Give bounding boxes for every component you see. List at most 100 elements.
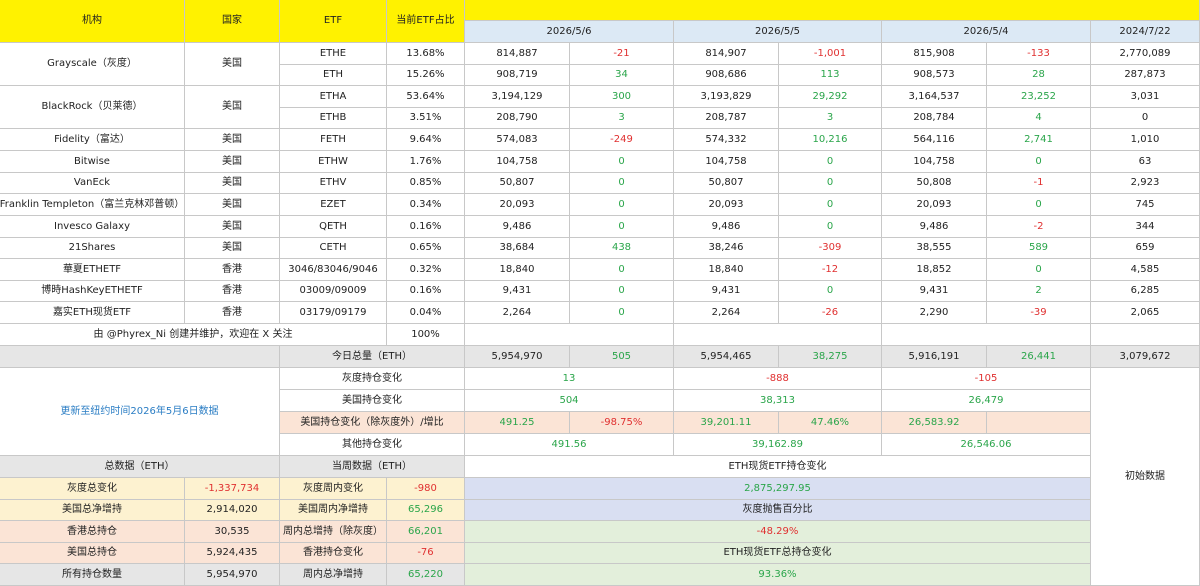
summary-right: ETH现货ETF总持仓变化 [465, 543, 1091, 564]
change-value: 13 [465, 368, 674, 390]
initial-holding: 745 [1091, 194, 1200, 216]
change-label: 美国持仓变化（除灰度外）/增比 [280, 412, 465, 434]
holding-value: 564,116 [882, 129, 987, 151]
country: 美国 [185, 238, 280, 259]
total-change: 38,275 [779, 346, 882, 368]
empty-cell [465, 324, 674, 346]
country: 美国 [185, 86, 280, 129]
etf-ticker: 3046/83046/9046 [280, 259, 387, 281]
holding-change: 438 [570, 238, 674, 259]
week-value: 66,201 [387, 521, 465, 543]
holding-value: 815,908 [882, 43, 987, 65]
etf-share: 3.51% [387, 108, 465, 129]
summary-value: -1,337,734 [185, 478, 280, 500]
holding-change: 300 [570, 86, 674, 108]
holding-value: 104,758 [674, 151, 779, 173]
holding-change: 10,216 [779, 129, 882, 151]
holding-change: 0 [570, 216, 674, 238]
holding-value: 9,486 [882, 216, 987, 238]
country: 美国 [185, 151, 280, 173]
institution-name: 博時HashKeyETHETF [0, 281, 185, 302]
initial-holding: 659 [1091, 238, 1200, 259]
change-value: 504 [465, 390, 674, 412]
holding-value: 20,093 [674, 194, 779, 216]
initial-holding: 2,065 [1091, 302, 1200, 324]
total-initial: 3,079,672 [1091, 346, 1200, 368]
change-value: 26,546.06 [882, 434, 1091, 456]
holding-change: 0 [987, 259, 1091, 281]
holding-change: 2 [987, 281, 1091, 302]
country: 美国 [185, 173, 280, 194]
holding-value: 50,808 [882, 173, 987, 194]
change-value: -105 [882, 368, 1091, 390]
holding-value: 3,193,829 [674, 86, 779, 108]
holding-value: 104,758 [882, 151, 987, 173]
holding-value: 908,719 [465, 65, 570, 86]
empty-cell [1091, 324, 1200, 346]
etf-ticker: CETH [280, 238, 387, 259]
summary-right: 93.36% [465, 564, 1091, 586]
initial-holding: 6,285 [1091, 281, 1200, 302]
etf-share: 15.26% [387, 65, 465, 86]
change-value: 38,313 [674, 390, 882, 412]
holding-change: 29,292 [779, 86, 882, 108]
holding-change: 0 [779, 151, 882, 173]
change-label: 其他持仓变化 [280, 434, 465, 456]
header-yellow-band [465, 0, 1200, 21]
summary-value: 5,954,970 [185, 564, 280, 586]
holding-value: 104,758 [465, 151, 570, 173]
total-value: 5,916,191 [882, 346, 987, 368]
holding-value: 3,194,129 [465, 86, 570, 108]
total-change: 26,441 [987, 346, 1091, 368]
holding-value: 38,246 [674, 238, 779, 259]
etf-share: 0.16% [387, 216, 465, 238]
week-value: 65,220 [387, 564, 465, 586]
institution-name: Fidelity（富达） [0, 129, 185, 151]
credit-pct: 100% [387, 324, 465, 346]
summary-right: -48.29% [465, 521, 1091, 543]
summary-header: 总数据（ETH） [0, 456, 280, 478]
holding-change: 0 [779, 173, 882, 194]
change-ratio: -98.75% [570, 412, 674, 434]
etf-ticker: ETHA [280, 86, 387, 108]
week-value: -76 [387, 543, 465, 564]
header-country: 国家 [185, 0, 280, 43]
week-label: 香港持仓变化 [280, 543, 387, 564]
header-date: 2026/5/6 [465, 21, 674, 43]
summary-value: 30,535 [185, 521, 280, 543]
holding-value: 9,431 [882, 281, 987, 302]
institution-name: Invesco Galaxy [0, 216, 185, 238]
holding-change: 0 [570, 173, 674, 194]
header-date: 2024/7/22 [1091, 21, 1200, 43]
etf-ticker: ETHE [280, 43, 387, 65]
holding-change: 0 [570, 302, 674, 324]
etf-ticker: ETHV [280, 173, 387, 194]
etf-share: 53.64% [387, 86, 465, 108]
week-label: 周内总净增持 [280, 564, 387, 586]
change-label: 美国持仓变化 [280, 390, 465, 412]
country: 美国 [185, 216, 280, 238]
initial-holding: 287,873 [1091, 65, 1200, 86]
holding-change: 0 [570, 259, 674, 281]
empty-cell [987, 412, 1091, 434]
initial-holding: 1,010 [1091, 129, 1200, 151]
etf-ticker: 03179/09179 [280, 302, 387, 324]
institution-name: Franklin Templeton（富兰克林邓普顿） [0, 194, 185, 216]
holding-value: 9,431 [465, 281, 570, 302]
holding-change: -26 [779, 302, 882, 324]
summary-label: 美国总持仓 [0, 543, 185, 564]
holding-value: 814,907 [674, 43, 779, 65]
country: 香港 [185, 281, 280, 302]
holding-value: 50,807 [674, 173, 779, 194]
holding-change: -309 [779, 238, 882, 259]
empty-cell [674, 324, 882, 346]
holding-change: 23,252 [987, 86, 1091, 108]
change-value: 26,479 [882, 390, 1091, 412]
summary-header: 当周数据（ETH） [280, 456, 465, 478]
summary-right: 2,875,297.95 [465, 478, 1091, 500]
holding-change: -39 [987, 302, 1091, 324]
holding-value: 20,093 [882, 194, 987, 216]
holding-change: 34 [570, 65, 674, 86]
etf-share: 0.32% [387, 259, 465, 281]
holding-change: -1 [987, 173, 1091, 194]
